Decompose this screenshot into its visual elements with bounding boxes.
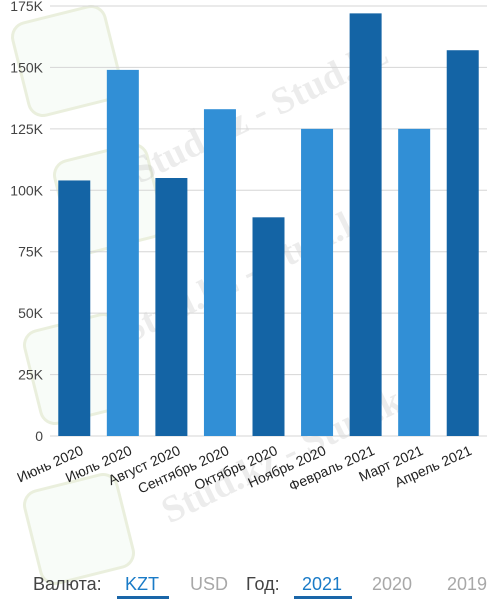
bar[interactable] bbox=[203, 109, 236, 436]
currency-selected-underline bbox=[117, 596, 169, 599]
filter-footer: Валюта: KZT USD Год: 2021 2020 2019 bbox=[0, 566, 491, 600]
bar[interactable] bbox=[106, 69, 139, 436]
bar[interactable] bbox=[252, 217, 285, 436]
y-tick-label: 75K bbox=[18, 244, 44, 260]
bar[interactable] bbox=[301, 128, 334, 436]
y-tick-label: 125K bbox=[10, 121, 43, 137]
y-tick-label: 100K bbox=[10, 182, 43, 198]
y-tick-label: 150K bbox=[10, 59, 43, 75]
y-tick-label: 50K bbox=[18, 305, 44, 321]
y-tick-label: 0 bbox=[35, 428, 43, 444]
bar[interactable] bbox=[349, 13, 382, 436]
y-tick-label: 175K bbox=[10, 0, 43, 14]
year-option-2020[interactable]: 2020 bbox=[372, 574, 413, 594]
bar[interactable] bbox=[58, 180, 91, 436]
currency-label: Валюта: bbox=[33, 574, 102, 594]
year-option-2021[interactable]: 2021 bbox=[302, 574, 343, 594]
bar[interactable] bbox=[398, 128, 431, 436]
year-selected-underline bbox=[294, 596, 352, 599]
year-label: Год: bbox=[246, 574, 280, 594]
year-option-2019[interactable]: 2019 bbox=[447, 574, 488, 594]
bar[interactable] bbox=[446, 50, 479, 436]
bar[interactable] bbox=[155, 178, 188, 436]
y-tick-label: 25K bbox=[18, 367, 44, 383]
currency-option-usd[interactable]: USD bbox=[190, 574, 229, 594]
currency-option-kzt[interactable]: KZT bbox=[125, 574, 159, 594]
